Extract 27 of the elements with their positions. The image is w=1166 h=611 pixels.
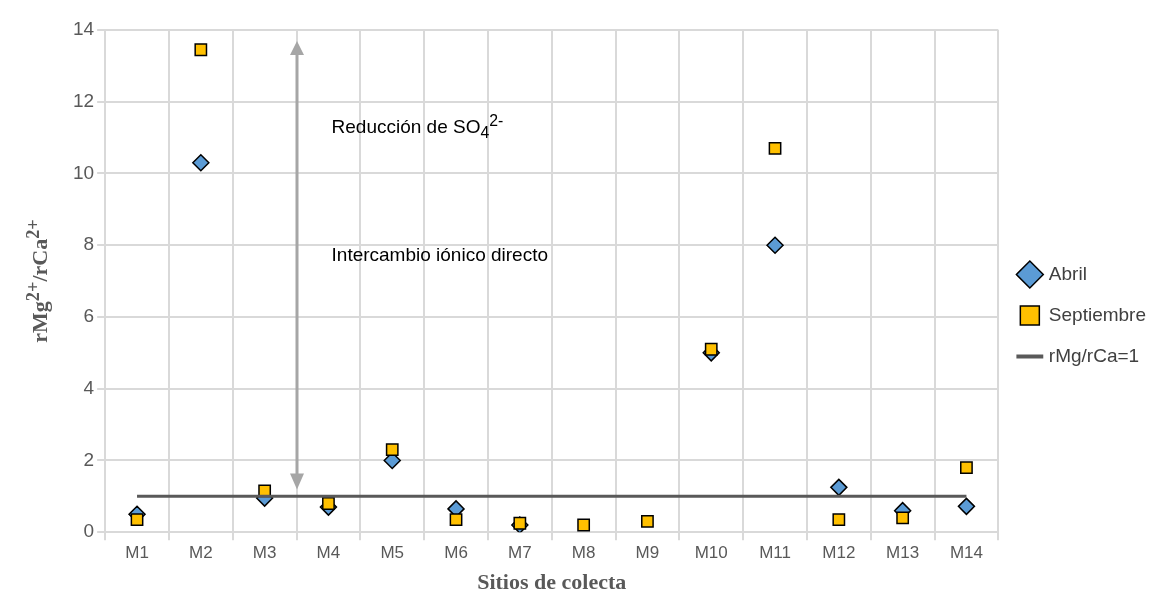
legend-label: Abril [1048, 262, 1087, 284]
y-tick-label: 2 [83, 448, 95, 470]
x-tick-label: M4 [316, 543, 341, 563]
x-tick-label: M10 [694, 543, 728, 563]
x-tick-label: M1 [125, 543, 149, 563]
x-tick-label: M12 [822, 543, 856, 563]
x-tick-label: M8 [571, 543, 596, 563]
x-tick-label: M9 [635, 543, 660, 563]
y-tick-label: 12 [72, 89, 95, 111]
x-tick-label: M5 [380, 543, 405, 563]
x-tick-label: M7 [508, 543, 532, 563]
legend-label: rMg/rCa=1 [1048, 344, 1140, 366]
y-tick-label: 14 [72, 18, 95, 40]
x-tick-label: M3 [252, 543, 277, 563]
x-axis-title: Sitios de colecta [477, 569, 627, 595]
x-tick-label: M6 [444, 543, 468, 563]
annotation: Intercambio iónico directo [331, 244, 549, 266]
x-tick-label: M13 [886, 543, 920, 563]
y-tick-label: 10 [72, 161, 95, 183]
y-tick-label: 8 [83, 233, 95, 255]
y-tick-label: 0 [83, 520, 95, 542]
x-tick-label: M14 [949, 543, 983, 563]
legend-label: Septiembre [1048, 303, 1147, 325]
x-tick-label: M2 [189, 543, 213, 563]
x-tick-label: M11 [759, 543, 791, 563]
y-tick-label: 4 [83, 376, 95, 398]
y-tick-label: 6 [83, 305, 95, 327]
